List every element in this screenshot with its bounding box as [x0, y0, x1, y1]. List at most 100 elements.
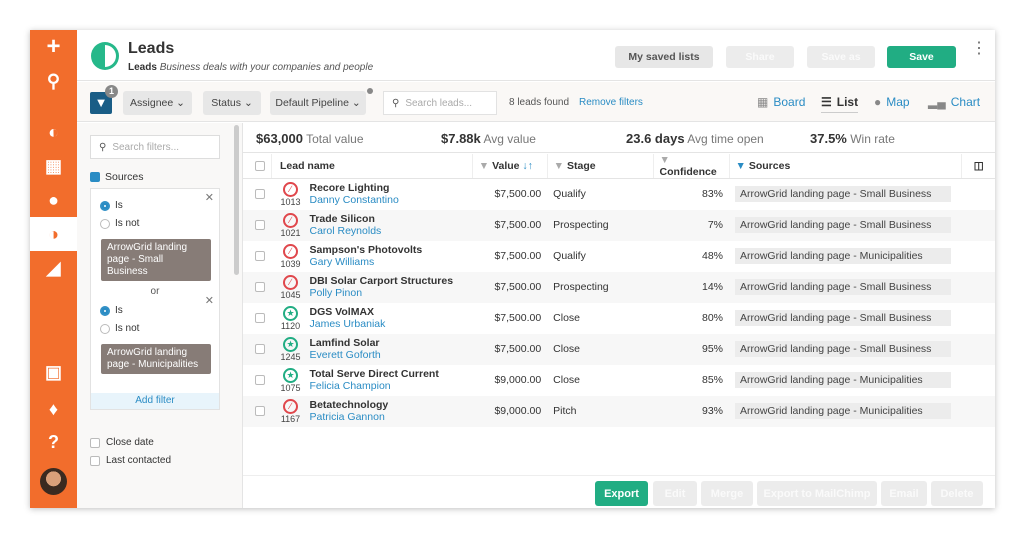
contact-link[interactable]: Polly Pinon: [309, 287, 363, 299]
search-leads-input[interactable]: ⚲ Search leads...: [383, 91, 497, 115]
leads-logo-icon: [91, 42, 119, 70]
reports-icon[interactable]: ◢: [46, 257, 61, 278]
row-checkbox[interactable]: [243, 271, 272, 303]
radio-is-not[interactable]: Is not: [100, 323, 139, 334]
my-saved-lists-button[interactable]: My saved lists: [615, 46, 713, 68]
lead-name-link[interactable]: Betatechnology: [309, 399, 389, 411]
checkbox[interactable]: [90, 172, 100, 182]
column-settings-icon[interactable]: ◫: [961, 154, 995, 179]
lead-name-link[interactable]: Recore Lighting: [309, 182, 390, 195]
map-label: Map: [886, 95, 910, 109]
radio-is[interactable]: Is: [100, 200, 123, 211]
column-sources[interactable]: ▼ Sources: [729, 154, 963, 179]
view-list[interactable]: ☰ List: [821, 95, 859, 113]
last-contacted-filter[interactable]: Last contacted: [90, 455, 171, 466]
export-mailchimp-button[interactable]: Export to MailChimp: [757, 481, 877, 506]
source-tag[interactable]: ArrowGrid landing page - Small Business: [101, 239, 211, 281]
merge-button[interactable]: Merge: [701, 481, 753, 506]
row-checkbox[interactable]: [243, 395, 272, 427]
chart-label: Chart: [950, 95, 981, 109]
column-lead-name[interactable]: Lead name: [271, 154, 473, 179]
save-as-button[interactable]: Save as: [807, 46, 875, 68]
remove-filters-link[interactable]: Remove filters: [579, 97, 643, 108]
avatar[interactable]: [40, 468, 67, 495]
status-dropdown[interactable]: Status ⌄: [203, 91, 261, 115]
edit-button[interactable]: Edit: [653, 481, 697, 506]
source-tag[interactable]: ArrowGrid landing page - Municipalities: [101, 344, 211, 374]
notifications-icon[interactable]: ♦: [48, 398, 59, 419]
calendar-icon[interactable]: ▣: [44, 361, 62, 382]
lead-cell: ∕ 1045 DBI Solar Carport Structures Polly …: [271, 271, 473, 303]
table-row[interactable]: ∕ 1013 Recore Lighting Danny Constantino $…: [243, 179, 995, 210]
table-row[interactable]: ∕ 1039 Sampson's Photovolts Gary Williams …: [243, 241, 995, 272]
table-row[interactable]: ★ 1245 Lamfind Solar Everett Goforth $7,50…: [243, 333, 995, 365]
lead-id: 1120: [280, 320, 301, 331]
row-checkbox[interactable]: [243, 241, 272, 272]
email-button[interactable]: Email: [881, 481, 927, 506]
search-filters-input[interactable]: ⚲ Search filters...: [90, 135, 220, 159]
lead-name-link[interactable]: Total Serve Direct Current: [309, 368, 439, 380]
add-icon[interactable]: +: [46, 33, 61, 60]
filter-icon: ▼: [735, 160, 746, 172]
row-checkbox[interactable]: [243, 333, 272, 365]
filter-toggle-button[interactable]: ▼: [90, 92, 112, 114]
companies-icon[interactable]: ▦: [44, 155, 62, 176]
more-options-icon[interactable]: ⋮: [971, 40, 987, 57]
radio-is-not[interactable]: Is not: [100, 218, 139, 229]
help-icon[interactable]: ?: [48, 431, 59, 452]
table-row[interactable]: ★ 1075 Total Serve Direct Current Felicia …: [243, 365, 995, 396]
lead-name-link[interactable]: DGS VolMAX: [309, 306, 375, 318]
lead-name-link[interactable]: DBI Solar Carport Structures: [309, 275, 454, 287]
view-map[interactable]: ● Map: [874, 95, 910, 109]
lead-name-link[interactable]: Lamfind Solar: [309, 337, 380, 349]
last-contacted-label: Last contacted: [106, 455, 172, 466]
stat-win-rate: 37.5% Win rate: [810, 131, 895, 146]
contact-link[interactable]: Gary Williams: [309, 256, 375, 268]
export-button[interactable]: Export: [595, 481, 648, 506]
row-checkbox[interactable]: [243, 303, 272, 334]
column-stage[interactable]: ▼ Stage: [547, 154, 654, 179]
source-tag: ArrowGrid landing page - Small Business: [735, 310, 952, 326]
contact-link[interactable]: Patricia Gannon: [309, 411, 385, 423]
row-checkbox[interactable]: [243, 365, 272, 396]
column-value[interactable]: ▼ Value ↓↑: [472, 154, 548, 179]
contact-link[interactable]: Everett Goforth: [309, 349, 381, 361]
filter-panel: ⚲ Search filters... Sources ✕ Is Is not A…: [77, 123, 243, 508]
share-button[interactable]: Share: [726, 46, 794, 68]
lead-name-link[interactable]: Sampson's Photovolts: [309, 244, 423, 256]
confidence-cell: 48%: [702, 250, 724, 262]
contact-link[interactable]: Danny Constantino: [309, 194, 399, 207]
table-row[interactable]: ★ 1120 DGS VolMAX James Urbaniak $7,500.00…: [243, 303, 995, 334]
close-date-filter[interactable]: Close date: [90, 437, 154, 448]
select-all-checkbox[interactable]: [243, 154, 272, 179]
filter-panel-scrollbar[interactable]: [234, 125, 239, 275]
add-filter-button[interactable]: Add filter: [91, 393, 219, 409]
table-row[interactable]: ∕ 1021 Trade Silicon Carol Reynolds $7,500…: [243, 209, 995, 241]
stage-cell: Qualify: [553, 188, 586, 201]
search-icon[interactable]: ⚲: [46, 70, 61, 91]
dashboard-icon[interactable]: ◐: [48, 121, 59, 142]
view-chart[interactable]: ▂▄ Chart: [928, 95, 980, 109]
table-row[interactable]: ∕ 1045 DBI Solar Carport Structures Polly …: [243, 271, 995, 303]
delete-button[interactable]: Delete: [931, 481, 983, 506]
pipeline-dropdown[interactable]: Default Pipeline ⌄: [270, 91, 366, 115]
contact-link[interactable]: Carol Reynolds: [309, 225, 382, 237]
close-date-label: Close date: [106, 437, 154, 448]
contact-link[interactable]: James Urbaniak: [309, 318, 386, 330]
sources-filter-checkbox[interactable]: Sources: [90, 171, 144, 183]
view-board[interactable]: ▦ Board: [757, 95, 805, 109]
people-icon[interactable]: ●: [48, 189, 59, 210]
lead-name-link[interactable]: Trade Silicon: [309, 213, 375, 225]
assignee-dropdown[interactable]: Assignee ⌄: [123, 91, 192, 115]
close-icon[interactable]: ✕: [204, 192, 214, 204]
close-icon[interactable]: ✕: [204, 295, 214, 307]
contact-link[interactable]: Felicia Champion: [309, 380, 391, 392]
save-button[interactable]: Save: [887, 46, 956, 68]
table-row[interactable]: ∕ 1167 Betatechnology Patricia Gannon $9,0…: [243, 395, 995, 427]
stage-cell: Prospecting: [547, 271, 654, 303]
radio-is[interactable]: Is: [100, 305, 123, 316]
row-checkbox[interactable]: [243, 209, 272, 241]
leads-icon[interactable]: ◑: [30, 217, 77, 251]
column-confidence[interactable]: ▼ Confidence: [653, 154, 730, 179]
row-checkbox[interactable]: [243, 179, 272, 210]
